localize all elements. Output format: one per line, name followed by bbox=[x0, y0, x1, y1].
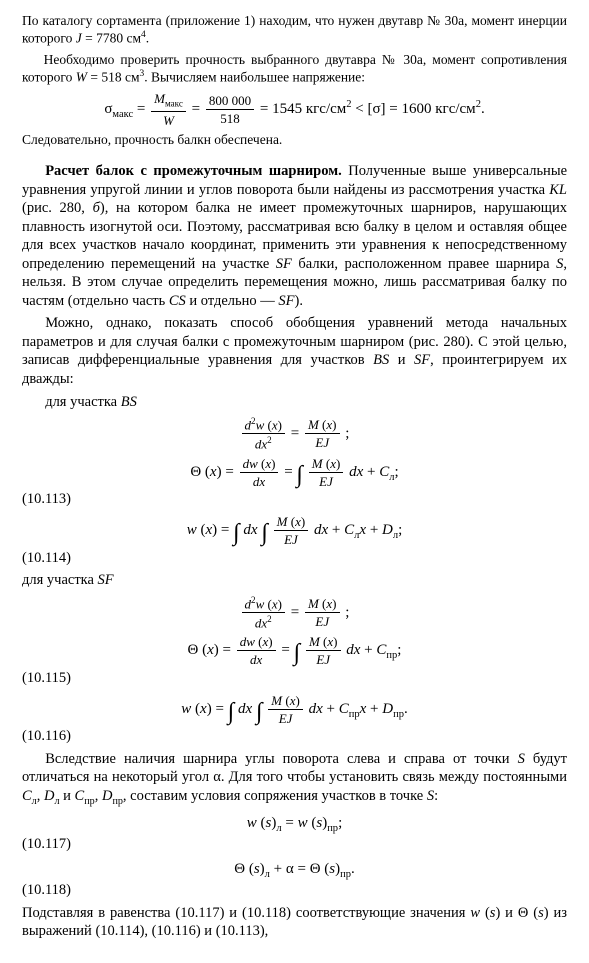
paragraph-6: Вследствие наличия шарнира углы поворота… bbox=[22, 750, 567, 808]
eq-bs-0: d2w (x)dx2 = M (x)EJ ; bbox=[22, 417, 567, 451]
equation-sigma: σмакс = MмаксW = 800 000518 = 1545 кгс/с… bbox=[22, 92, 567, 127]
eq-s1: w (s)л = w (s)пр; (10.117) bbox=[22, 814, 567, 854]
paragraph-7: Подставляя в равенства (10.117) и (10.11… bbox=[22, 904, 567, 941]
paragraph-4: Расчет балок с промежуточным шарниром. П… bbox=[22, 162, 567, 310]
paragraph-3: Следовательно, прочность балкн обеспечен… bbox=[22, 131, 567, 148]
eq-bs-1: Θ (x) = dw (x)dx = ∫ M (x)EJ dx + Cл; (1… bbox=[22, 457, 567, 509]
eqnum-10-115: (10.115) bbox=[22, 670, 71, 686]
eqnum-10-116: (10.116) bbox=[22, 728, 71, 744]
paragraph-2: Необходимо проверить прочность выбранног… bbox=[22, 51, 567, 86]
eq-s2: Θ (s)л + α = Θ (s)пр. (10.118) bbox=[22, 860, 567, 900]
page-container: По каталогу сортамента (приложение 1) на… bbox=[0, 0, 589, 963]
eq-sf-2: w (x) = ∫ dx ∫ M (x)EJ dx + Cпрx + Dпр. … bbox=[22, 694, 567, 746]
eq-sf-1: Θ (x) = dw (x)dx = ∫ M (x)EJ dx + Cпр; (… bbox=[22, 635, 567, 687]
eqnum-10-117: (10.117) bbox=[22, 836, 71, 852]
eq-sf-0: d2w (x)dx2 = M (x)EJ ; bbox=[22, 596, 567, 630]
section-title: Расчет балок с промежуточным шарниром. bbox=[45, 163, 342, 179]
eqnum-10-118: (10.118) bbox=[22, 882, 71, 898]
paragraph-1: По каталогу сортамента (приложение 1) на… bbox=[22, 12, 567, 47]
eq-bs-2: w (x) = ∫ dx ∫ M (x)EJ dx + Cлx + Dл; (1… bbox=[22, 515, 567, 567]
eqnum-10-114: (10.114) bbox=[22, 550, 71, 566]
eqnum-10-113: (10.113) bbox=[22, 491, 71, 507]
label-sf: для участка SF bbox=[22, 571, 567, 590]
label-bs: для участка BS bbox=[22, 393, 567, 412]
paragraph-5: Можно, однако, показать способ обобщения… bbox=[22, 314, 567, 388]
